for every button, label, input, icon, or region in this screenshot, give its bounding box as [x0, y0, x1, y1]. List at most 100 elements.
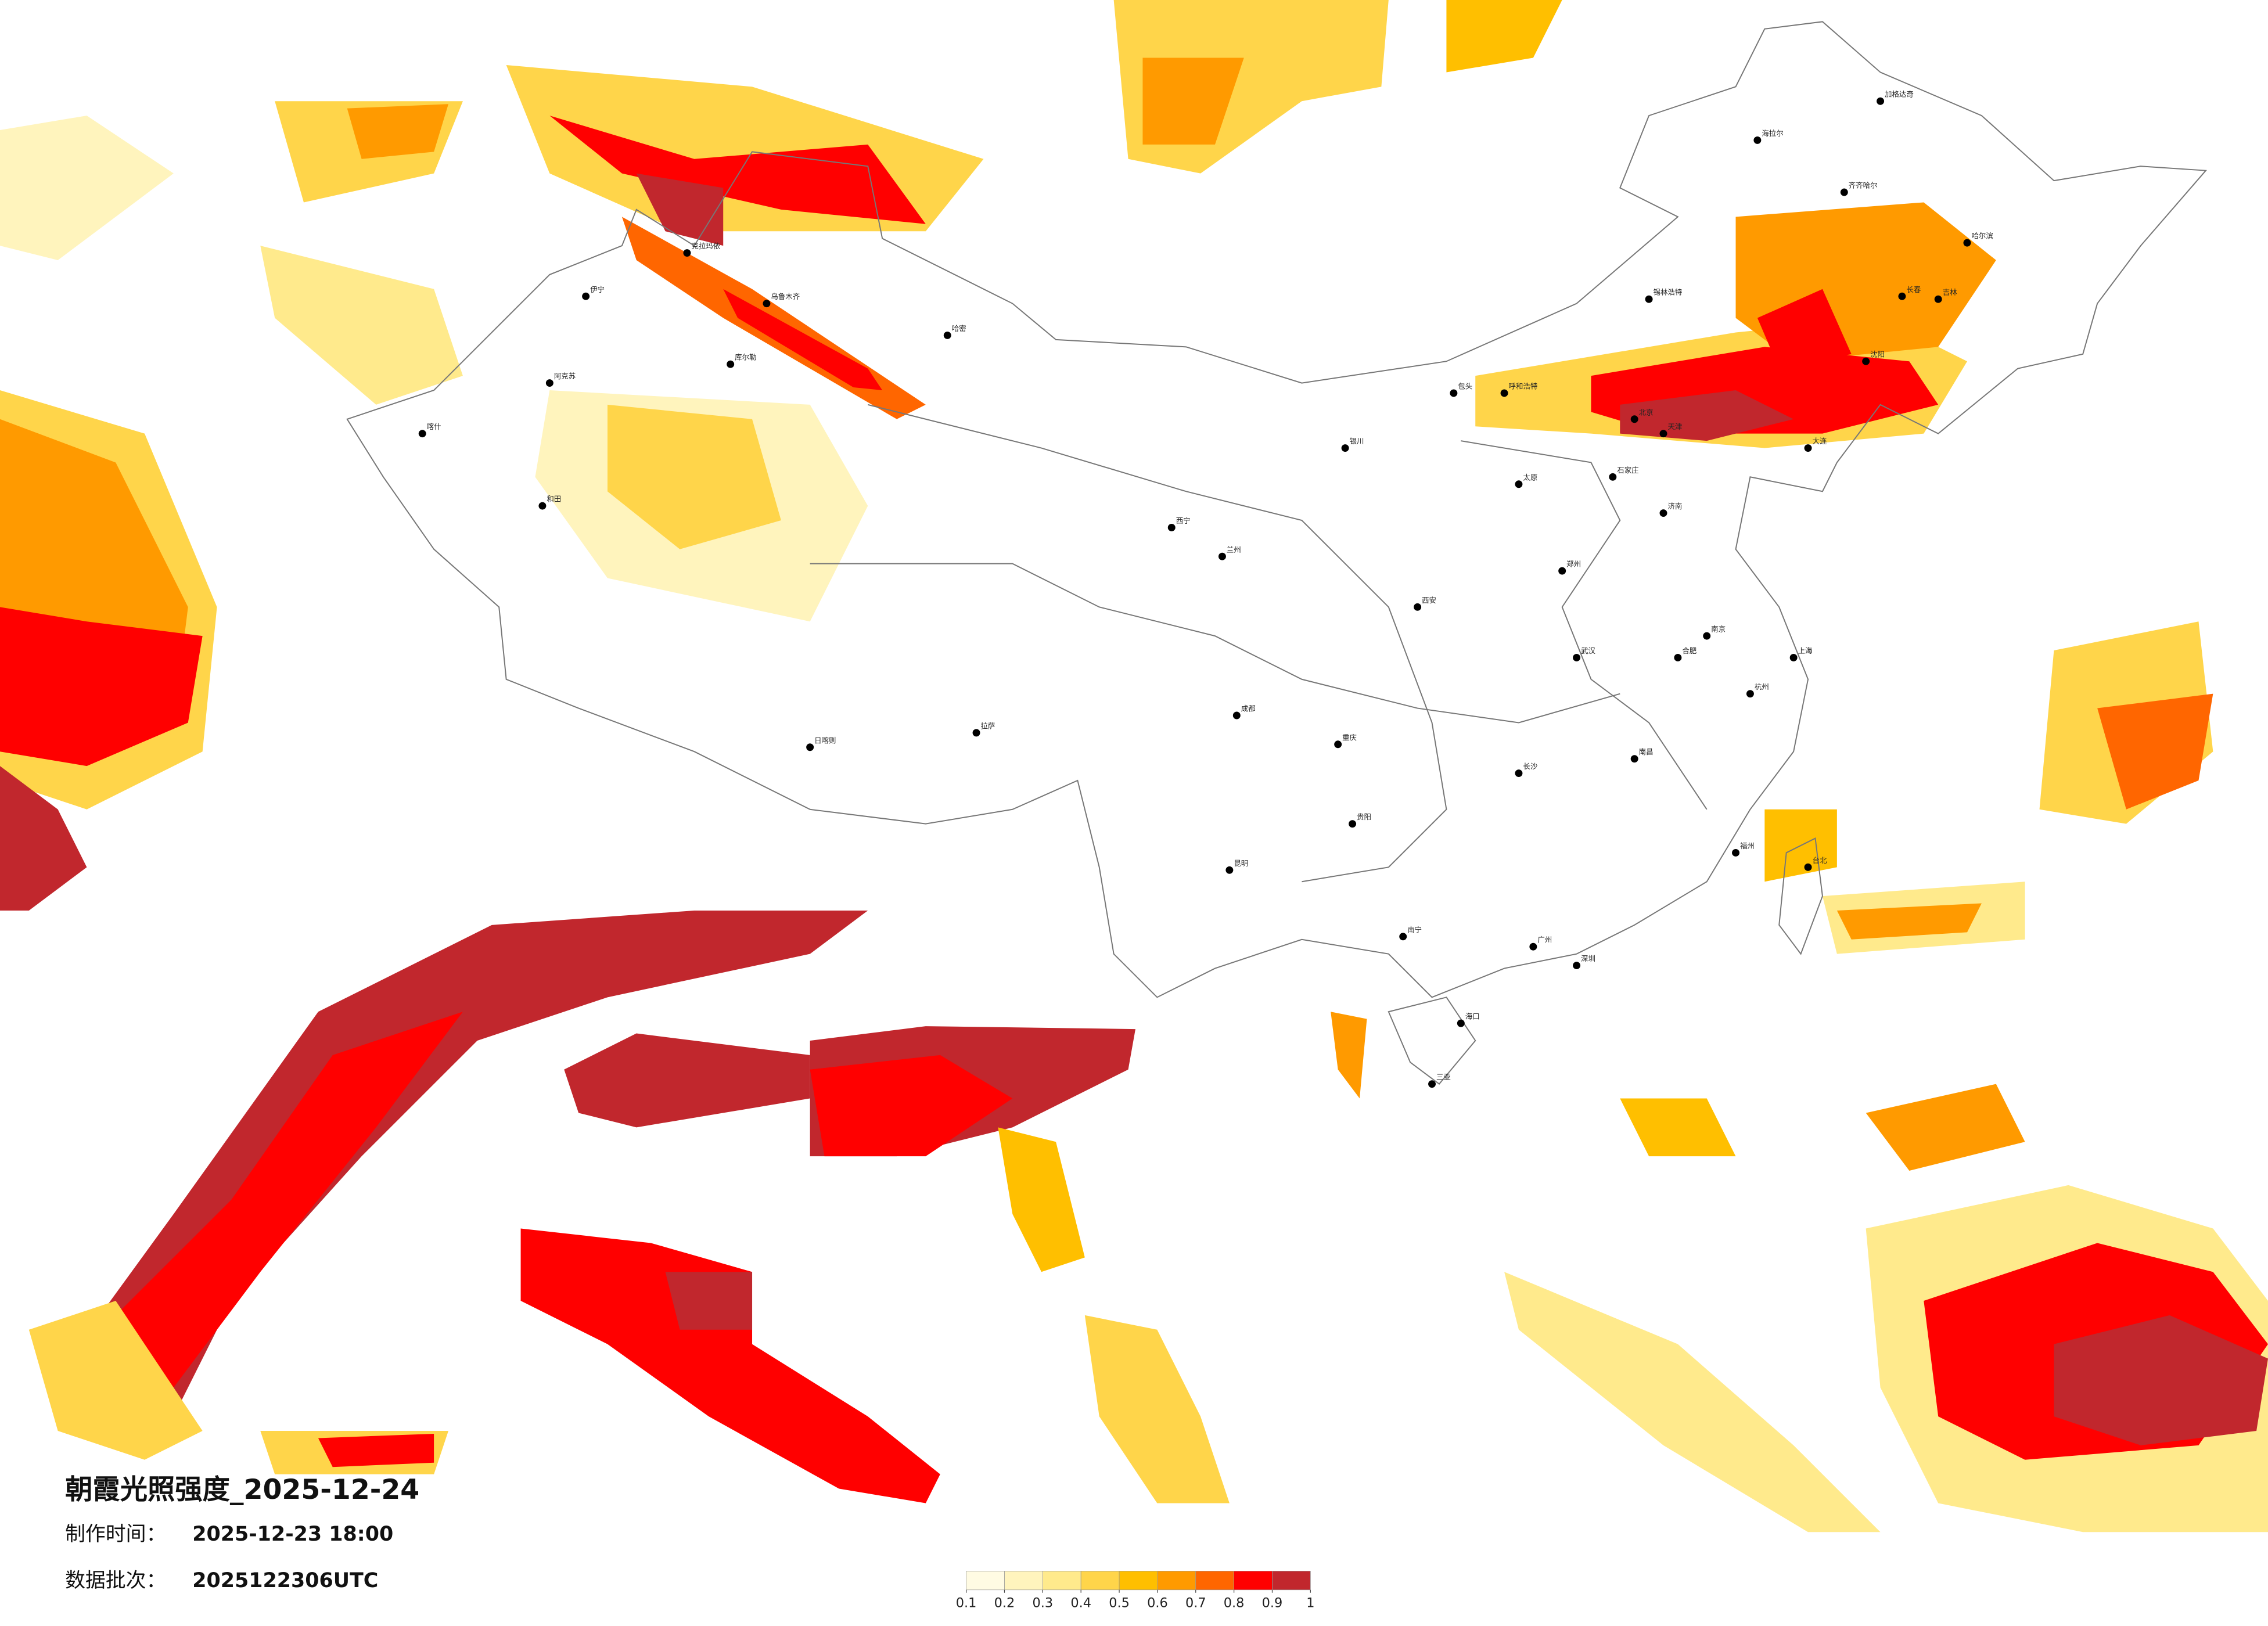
city-dot: [1457, 1019, 1465, 1027]
city-label: 郑州: [1566, 560, 1581, 569]
city-label: 哈尔滨: [1971, 232, 1993, 240]
city-dot: [1515, 769, 1523, 778]
city-label: 杭州: [1755, 682, 1769, 691]
city-dot: [1630, 755, 1638, 763]
city-dot: [1399, 933, 1407, 941]
legend-tick-label: 0.3: [1033, 1596, 1054, 1611]
made-label: 制作时间：: [65, 1523, 166, 1546]
city-dot: [1450, 389, 1458, 397]
legend-tick-label: 0.2: [994, 1596, 1015, 1611]
legend-tick-label: 0.7: [1185, 1596, 1206, 1611]
city-label: 锡林浩特: [1654, 288, 1683, 297]
city-dot: [1732, 848, 1739, 857]
city-label: 太原: [1523, 473, 1537, 481]
city-dot: [972, 729, 980, 737]
legend-swatch: [1080, 1571, 1120, 1591]
city-label: 福州: [1740, 841, 1755, 850]
city-dot: [1789, 653, 1798, 661]
city-dot: [1414, 603, 1422, 611]
city-label: 贵阳: [1357, 812, 1371, 821]
city-dot: [545, 379, 553, 387]
city-label: 南京: [1711, 625, 1726, 634]
city-label: 哈密: [952, 324, 966, 333]
city-label: 大连: [1813, 437, 1827, 445]
city-dot: [1218, 552, 1226, 560]
city-dot: [1500, 389, 1508, 397]
city-label: 兰州: [1227, 545, 1241, 554]
city-label: 包头: [1458, 382, 1472, 391]
city-label: 天津: [1667, 422, 1682, 431]
city-dot: [806, 743, 814, 751]
city-label: 长春: [1906, 285, 1921, 294]
batch-value: 2025122306UTC: [192, 1569, 378, 1592]
city-dot: [1862, 357, 1870, 365]
legend-swatch: [1272, 1571, 1311, 1591]
city-label: 日喀则: [814, 736, 836, 744]
city-label: 台北: [1813, 856, 1827, 865]
city-label: 克拉玛依: [691, 242, 720, 250]
city-label: 西宁: [1176, 516, 1191, 525]
batch-label: 数据批次：: [65, 1569, 166, 1592]
city-dot: [1963, 239, 1971, 247]
legend-swatch: [1157, 1571, 1196, 1591]
made-time: 2025-12-23 18:00: [192, 1523, 393, 1546]
city-label: 拉萨: [981, 721, 995, 730]
city-label: 海拉尔: [1762, 129, 1783, 138]
city-dot: [1515, 480, 1523, 488]
legend-swatch: [1004, 1571, 1043, 1591]
legend-tick-label: 0.8: [1224, 1596, 1245, 1611]
city-dot: [1232, 711, 1241, 720]
city-dot: [1674, 653, 1682, 661]
city-dot: [1167, 523, 1176, 531]
legend-swatch: [1119, 1571, 1158, 1591]
city-dot: [418, 430, 426, 438]
city-label: 重庆: [1342, 733, 1357, 742]
city-label: 乌鲁木齐: [771, 292, 800, 301]
legend-tick-label: 0.9: [1262, 1596, 1283, 1611]
city-label: 武汉: [1581, 646, 1595, 655]
city-label: 成都: [1241, 704, 1256, 713]
city-dot: [1529, 942, 1537, 951]
city-label: 广州: [1537, 936, 1552, 944]
boundaries: [346, 21, 2207, 1085]
city-dot: [538, 502, 547, 510]
legend-tick-label: 0.5: [1109, 1596, 1130, 1611]
city-label: 深圳: [1581, 954, 1595, 963]
city-dot: [1659, 430, 1667, 438]
city-dot: [1645, 295, 1653, 303]
city-label: 伊宁: [590, 285, 605, 294]
city-dot: [1898, 292, 1906, 300]
city-label: 银川: [1350, 437, 1364, 445]
city-label: 吉林: [1943, 288, 1957, 297]
city-label: 长沙: [1523, 762, 1537, 771]
city-dot: [1334, 740, 1342, 749]
city-label: 合肥: [1682, 646, 1696, 655]
city-label: 昆明: [1234, 859, 1248, 868]
legend-tick-label: 0.6: [1147, 1596, 1168, 1611]
city-label: 海口: [1465, 1012, 1480, 1021]
city-dot: [1746, 690, 1754, 698]
city-label: 沈阳: [1870, 350, 1885, 359]
city-label: 石家庄: [1617, 466, 1638, 474]
city-label: 北京: [1639, 408, 1654, 416]
city-dot: [1573, 962, 1581, 970]
legend-tick-label: 0.1: [956, 1596, 977, 1611]
city-dot: [1753, 136, 1762, 144]
city-dot: [763, 300, 771, 308]
city-dot: [1225, 866, 1234, 874]
city-label: 南昌: [1639, 747, 1654, 756]
city-dot: [1428, 1080, 1436, 1088]
city-label: 阿克苏: [554, 372, 576, 380]
city-dot: [727, 360, 735, 368]
legend-swatch: [1195, 1571, 1234, 1591]
city-dot: [1804, 444, 1812, 452]
city-dot: [1630, 415, 1638, 423]
city-dot: [1877, 97, 1885, 105]
city-dot: [1703, 632, 1711, 640]
city-label: 呼和浩特: [1509, 382, 1538, 391]
city-dot: [1934, 295, 1942, 303]
city-dot: [1573, 653, 1581, 661]
city-label: 和田: [547, 495, 561, 503]
